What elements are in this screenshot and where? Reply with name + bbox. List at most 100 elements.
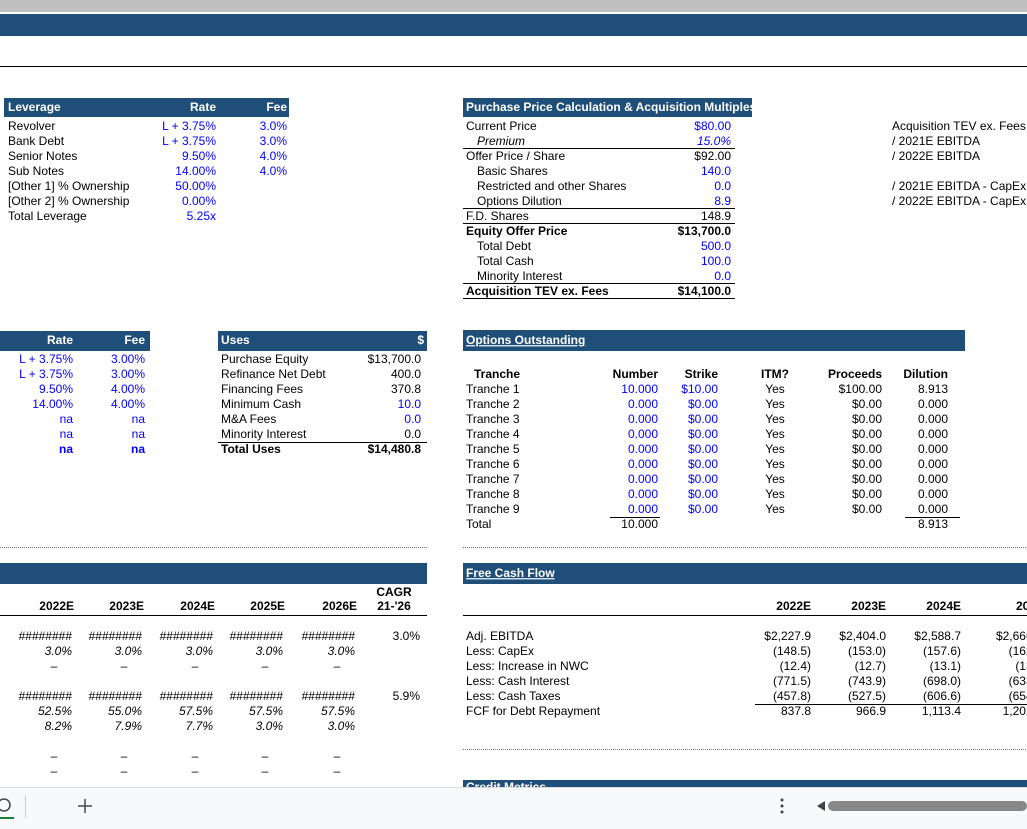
scrollbar[interactable] xyxy=(828,801,1027,811)
cell: 4.0% xyxy=(260,164,288,178)
cell: 8.913 xyxy=(918,382,948,396)
column-header: Tranche xyxy=(474,367,520,381)
cell: $14,100.0 xyxy=(678,284,732,298)
more[interactable] xyxy=(780,810,784,814)
cell: 1,202. xyxy=(1003,704,1027,718)
cell: – xyxy=(121,764,128,778)
cell: $0.00 xyxy=(688,472,718,486)
cell: Offer Price / Share xyxy=(466,149,565,163)
cell: $2,588.7 xyxy=(914,629,961,643)
cell: Tranche 7 xyxy=(466,472,520,486)
column-header: 2025E xyxy=(250,599,285,613)
cell: (771.5) xyxy=(773,674,811,688)
cell: $10.00 xyxy=(681,382,718,396)
cell: – xyxy=(51,749,58,763)
column-header: Rate xyxy=(190,100,216,114)
column-header: 2023E xyxy=(109,599,144,613)
cell: (12.4) xyxy=(780,659,811,673)
column-header: 2023E xyxy=(851,599,886,613)
cell: $0.00 xyxy=(852,502,882,516)
cell: 0.000 xyxy=(628,412,658,426)
cell: 57.5% xyxy=(321,704,355,718)
cell: – xyxy=(334,659,341,673)
section-header xyxy=(4,98,289,117)
cell: Yes xyxy=(765,442,785,456)
sheet-menu[interactable] xyxy=(0,798,11,812)
cell: (633. xyxy=(1009,674,1027,688)
cell: na xyxy=(59,442,73,456)
cell: L + 3.75% xyxy=(162,134,216,148)
cell: $2,666. xyxy=(996,629,1027,643)
cell: na xyxy=(60,412,74,426)
cell: 7.9% xyxy=(115,719,143,733)
cell: na xyxy=(132,427,146,441)
cell: 0.0 xyxy=(714,179,731,193)
column-header: Strike xyxy=(685,367,719,381)
scroll-left[interactable] xyxy=(817,801,825,811)
cell: (153.0) xyxy=(848,644,886,658)
section-header xyxy=(463,563,1027,584)
column-header: 21-'26 xyxy=(377,599,411,613)
cell: 55.0% xyxy=(108,704,142,718)
cell: 3.0% xyxy=(260,119,288,133)
section-header xyxy=(0,563,427,584)
cell: Tranche 2 xyxy=(466,397,520,411)
cell: / 2022E EBITDA - CapEx xyxy=(892,194,1026,208)
cell: FCF for Debt Repayment xyxy=(466,704,601,718)
cell: M&A Fees xyxy=(221,412,276,426)
cell: ######## xyxy=(302,629,356,643)
cell: 0.000 xyxy=(918,457,948,471)
cell: Basic Shares xyxy=(477,164,548,178)
cell: (457.8) xyxy=(773,689,811,703)
column-header: $ xyxy=(417,333,424,347)
cell: 966.9 xyxy=(856,704,886,718)
section-title: Free Cash Flow xyxy=(466,566,555,580)
column-header: Rate xyxy=(47,333,73,347)
cell: Minimum Cash xyxy=(221,397,301,411)
cell: 0.0 xyxy=(404,412,421,426)
cell: 140.0 xyxy=(701,164,731,178)
cell: Total Uses xyxy=(221,442,281,456)
cell: Refinance Net Debt xyxy=(221,367,326,381)
cell: Minority Interest xyxy=(477,269,563,283)
cell: 57.5% xyxy=(179,704,213,718)
cell: 0.000 xyxy=(918,442,948,456)
cell: Yes xyxy=(765,397,785,411)
cell: 370.8 xyxy=(391,382,421,396)
cell: Less: Cash Taxes xyxy=(466,689,561,703)
column-header: CAGR xyxy=(376,585,412,599)
column-header: ITM? xyxy=(761,367,789,381)
cell: Yes xyxy=(765,382,785,396)
cell: – xyxy=(51,659,58,673)
section-title: Uses xyxy=(221,333,250,347)
cell: – xyxy=(334,764,341,778)
more[interactable] xyxy=(780,804,784,808)
cell: Sub Notes xyxy=(8,164,64,178)
cell: 837.8 xyxy=(781,704,811,718)
cell: 3.0% xyxy=(328,719,356,733)
more[interactable] xyxy=(780,798,784,802)
cell: 3.00% xyxy=(111,367,145,381)
cell: / 2021E EBITDA - CapEx xyxy=(892,179,1026,193)
banner xyxy=(0,14,1027,36)
cell: 0.0 xyxy=(404,427,421,441)
cell: 400.0 xyxy=(391,367,421,381)
cell: Tranche 6 xyxy=(466,457,520,471)
column-header: Fee xyxy=(124,333,145,347)
column-header: Number xyxy=(613,367,659,381)
cell: 14.00% xyxy=(32,397,73,411)
cell: Restricted and other Shares xyxy=(477,179,626,193)
cell: $80.00 xyxy=(694,119,731,133)
cell: Current Price xyxy=(466,119,537,133)
cell: $14,480.8 xyxy=(368,442,422,456)
cell: Less: CapEx xyxy=(466,644,534,658)
cell: 10.0 xyxy=(398,397,422,411)
cell: 500.0 xyxy=(701,239,731,253)
cell: (13.1) xyxy=(930,659,961,673)
cell: 3.0% xyxy=(256,719,284,733)
column-header: Dilution xyxy=(903,367,948,381)
column-header: 2022E xyxy=(776,599,811,613)
cell: 0.000 xyxy=(918,412,948,426)
cell: [Other 2] % Ownership xyxy=(8,194,130,208)
